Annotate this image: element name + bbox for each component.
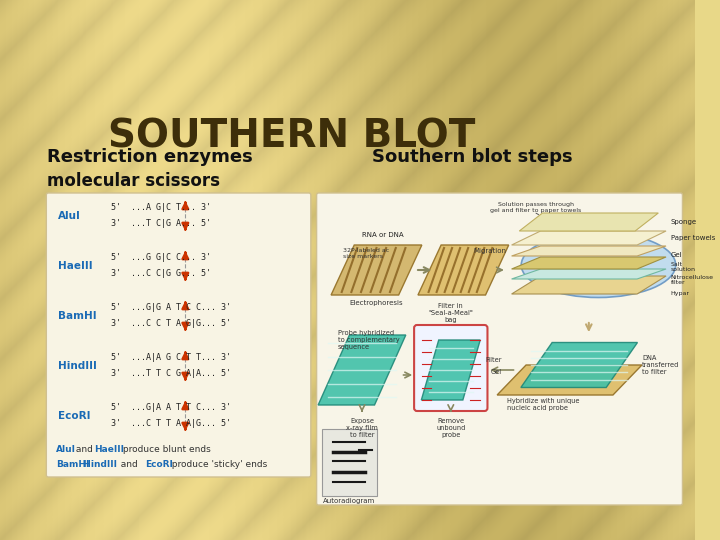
Text: HindIII: HindIII (77, 460, 117, 469)
Text: SOUTHERN BLOT: SOUTHERN BLOT (108, 118, 475, 156)
Text: 3'  ...T C|G A... 5': 3' ...T C|G A... 5' (111, 219, 211, 228)
Text: and: and (115, 460, 144, 469)
Text: Electrophoresis: Electrophoresis (350, 300, 403, 306)
Text: RNA or DNA: RNA or DNA (362, 232, 404, 238)
Polygon shape (512, 257, 666, 269)
Polygon shape (421, 340, 480, 400)
Text: produce blunt ends: produce blunt ends (120, 445, 210, 454)
Text: AluI: AluI (56, 445, 76, 454)
Text: Filter in
"Seal-a-Meal"
bag: Filter in "Seal-a-Meal" bag (428, 303, 473, 323)
Text: Gel: Gel (671, 252, 683, 258)
Text: Solution passes through
gel and filter to paper towels: Solution passes through gel and filter t… (490, 202, 581, 213)
FancyBboxPatch shape (317, 193, 683, 505)
Text: Southern blot steps: Southern blot steps (372, 148, 572, 166)
Text: Autoradiogram: Autoradiogram (323, 498, 376, 504)
Text: Probe hybridized
to complementary
sequence: Probe hybridized to complementary sequen… (338, 330, 400, 350)
Text: 3'  ...T T C G A|A... 5': 3' ...T T C G A|A... 5' (111, 369, 231, 379)
FancyBboxPatch shape (323, 429, 377, 496)
Text: 3'  ...C T T A A|G... 5': 3' ...C T T A A|G... 5' (111, 420, 231, 429)
Text: 5'  ...G G|C C... 3': 5' ...G G|C C... 3' (111, 253, 211, 262)
Polygon shape (331, 245, 422, 295)
Polygon shape (512, 276, 666, 294)
Text: AluI: AluI (58, 211, 81, 221)
Text: Remove
unbound
probe: Remove unbound probe (436, 418, 465, 438)
Text: EcoRI: EcoRI (58, 411, 91, 421)
Polygon shape (497, 365, 642, 395)
Polygon shape (512, 231, 666, 245)
Text: Nitrocellulose
filter: Nitrocellulose filter (671, 275, 714, 286)
Text: BamHI: BamHI (56, 460, 89, 469)
Polygon shape (512, 269, 666, 279)
Polygon shape (521, 342, 637, 388)
Text: 32P-labeled ac
size markers: 32P-labeled ac size markers (343, 248, 389, 259)
Text: 5'  ...A G|C T... 3': 5' ...A G|C T... 3' (111, 204, 211, 213)
Text: Expose
x-ray film
to filter: Expose x-ray film to filter (346, 418, 378, 438)
Polygon shape (519, 213, 658, 231)
Text: Salt
solution: Salt solution (671, 261, 696, 272)
Text: DNA
transferred
to filter: DNA transferred to filter (642, 355, 679, 375)
Text: HindIII: HindIII (58, 361, 96, 371)
Text: Sponge: Sponge (671, 219, 697, 225)
Text: Gel: Gel (491, 369, 502, 375)
Text: and: and (73, 445, 96, 454)
Text: produce 'sticky' ends: produce 'sticky' ends (166, 460, 268, 469)
Text: Hybridize with unique
nucleic acid probe: Hybridize with unique nucleic acid probe (507, 398, 580, 411)
Polygon shape (318, 335, 406, 405)
Polygon shape (418, 245, 509, 295)
Text: molecular scissors: molecular scissors (48, 172, 220, 190)
Ellipse shape (521, 233, 675, 298)
Text: Migration: Migration (473, 248, 506, 254)
Text: EcoRI: EcoRI (145, 460, 173, 469)
Text: 5'  ...G|G A T C C... 3': 5' ...G|G A T C C... 3' (111, 303, 231, 313)
FancyBboxPatch shape (414, 325, 487, 411)
Text: BamHI: BamHI (58, 311, 96, 321)
Text: HaeIII: HaeIII (58, 261, 93, 271)
Text: Paper towels: Paper towels (671, 235, 715, 241)
Text: 3'  ...C C T A G|G... 5': 3' ...C C T A G|G... 5' (111, 320, 231, 328)
Text: Restriction enzymes: Restriction enzymes (48, 148, 253, 166)
FancyBboxPatch shape (46, 193, 311, 477)
Text: Filter: Filter (485, 357, 502, 363)
Text: 3'  ...C C|G G... 5': 3' ...C C|G G... 5' (111, 269, 211, 279)
Text: 5'  ...G|A A T T C... 3': 5' ...G|A A T T C... 3' (111, 403, 231, 413)
Polygon shape (512, 246, 666, 256)
Text: HaeIII: HaeIII (94, 445, 125, 454)
Text: 5'  ...A|A G C T T... 3': 5' ...A|A G C T T... 3' (111, 354, 231, 362)
Text: Hypar: Hypar (671, 291, 690, 295)
